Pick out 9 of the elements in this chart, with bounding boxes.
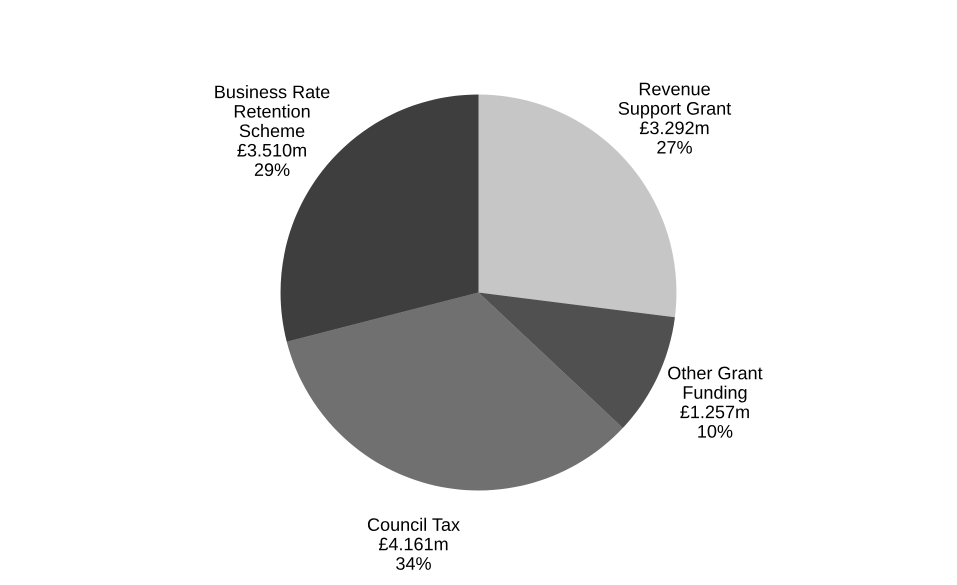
slice-label: Other Grant Funding [668,366,762,402]
slice-label: Council Tax [368,518,460,531]
slice-label: Business Rate Retention Scheme [215,85,330,138]
data-label: £3.510m 29% [237,144,306,176]
pie-slice [286,292,623,490]
data-label: £4.161m 34% [378,538,448,570]
data-label: £3.292m 27% [640,121,708,154]
data-label: £1.257m 10% [680,406,749,438]
slice-label: Revenue Support Grant [618,82,732,118]
